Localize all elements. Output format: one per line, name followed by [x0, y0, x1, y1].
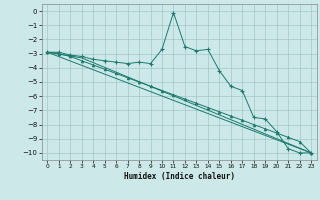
X-axis label: Humidex (Indice chaleur): Humidex (Indice chaleur): [124, 172, 235, 181]
